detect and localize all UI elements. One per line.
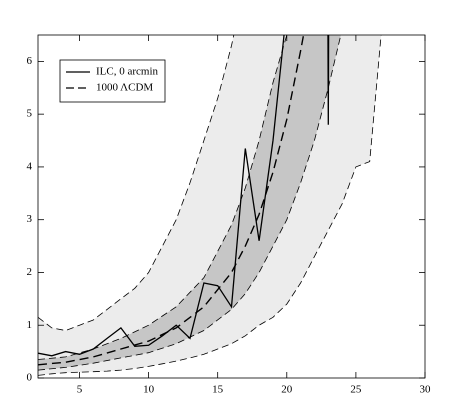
band-edge <box>38 35 382 376</box>
y-tick-label: 3 <box>27 213 33 225</box>
legend-label: ILC, 0 arcmin <box>96 66 159 78</box>
axes: 5 10 15 20 25 30 0 1 2 3 4 5 6 ILC, 0 arcmin 1000 ΛCDM <box>27 34 432 396</box>
y-tick-label: 2 <box>27 266 33 278</box>
x-tick-label: 10 <box>143 384 155 396</box>
band <box>38 35 341 371</box>
series-line <box>38 35 330 357</box>
legend: ILC, 0 arcmin 1000 ΛCDM <box>59 59 166 103</box>
y-tick-label: 0 <box>27 372 33 384</box>
x-tick-label: 15 <box>212 384 224 396</box>
x-tick-label: 30 <box>420 384 432 396</box>
x-tick-label: 20 <box>281 384 293 396</box>
plot-area <box>38 35 382 376</box>
band-edge <box>38 35 288 360</box>
legend-box <box>59 59 166 103</box>
y-tick-label: 6 <box>27 55 33 67</box>
y-tick-label: 4 <box>27 160 33 172</box>
x-tick-label: 25 <box>350 384 362 396</box>
band-edge <box>38 35 235 331</box>
axes-frame <box>37 34 426 379</box>
y-tick-label: 5 <box>27 108 33 120</box>
x-tick-label: 5 <box>77 384 83 396</box>
series-line <box>38 35 305 366</box>
band-edge <box>38 35 342 371</box>
y-tick-label: 1 <box>27 319 33 331</box>
legend-label: 1000 ΛCDM <box>96 82 153 94</box>
